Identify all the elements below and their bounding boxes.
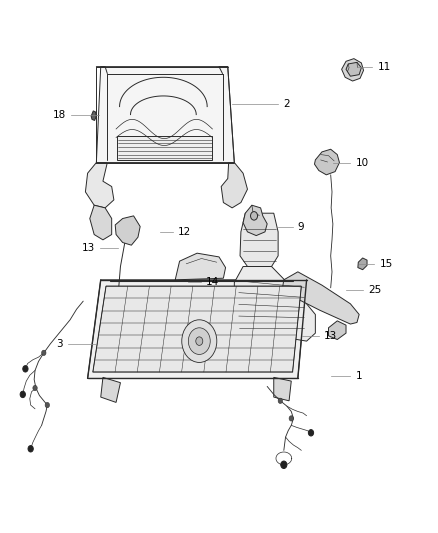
Text: 11: 11: [378, 62, 391, 71]
Polygon shape: [91, 111, 96, 120]
Text: 15: 15: [380, 259, 393, 269]
Polygon shape: [117, 136, 212, 160]
Polygon shape: [101, 377, 120, 402]
Text: 9: 9: [298, 222, 304, 231]
Polygon shape: [358, 258, 367, 270]
Circle shape: [281, 461, 287, 469]
Text: 13: 13: [81, 243, 95, 253]
Circle shape: [23, 366, 28, 372]
Polygon shape: [346, 62, 361, 76]
Circle shape: [278, 398, 283, 403]
Polygon shape: [93, 286, 301, 372]
Polygon shape: [283, 272, 359, 324]
Polygon shape: [342, 59, 364, 81]
Text: 10: 10: [356, 158, 369, 167]
Circle shape: [196, 337, 203, 345]
Text: 13: 13: [324, 331, 337, 341]
Circle shape: [289, 416, 293, 421]
Circle shape: [42, 350, 46, 356]
Text: 12: 12: [178, 227, 191, 237]
Circle shape: [33, 385, 37, 391]
Polygon shape: [90, 205, 112, 240]
Polygon shape: [96, 67, 234, 163]
Circle shape: [188, 328, 210, 354]
Polygon shape: [240, 213, 278, 266]
Text: 14: 14: [206, 278, 219, 287]
Polygon shape: [234, 266, 315, 341]
Circle shape: [20, 391, 25, 398]
Text: 18: 18: [53, 110, 66, 119]
Polygon shape: [243, 205, 267, 236]
Polygon shape: [274, 377, 291, 401]
Polygon shape: [88, 280, 307, 378]
Polygon shape: [85, 163, 114, 208]
Text: 25: 25: [368, 286, 381, 295]
Polygon shape: [175, 253, 226, 280]
Circle shape: [28, 446, 33, 452]
Text: 2: 2: [283, 99, 290, 109]
Polygon shape: [328, 321, 346, 340]
Circle shape: [45, 402, 49, 408]
Polygon shape: [314, 149, 339, 175]
Polygon shape: [115, 216, 140, 245]
Circle shape: [251, 212, 258, 220]
Text: 1: 1: [356, 371, 362, 381]
Circle shape: [308, 430, 314, 436]
Text: 3: 3: [56, 339, 63, 349]
Circle shape: [182, 320, 217, 362]
Polygon shape: [221, 163, 247, 208]
